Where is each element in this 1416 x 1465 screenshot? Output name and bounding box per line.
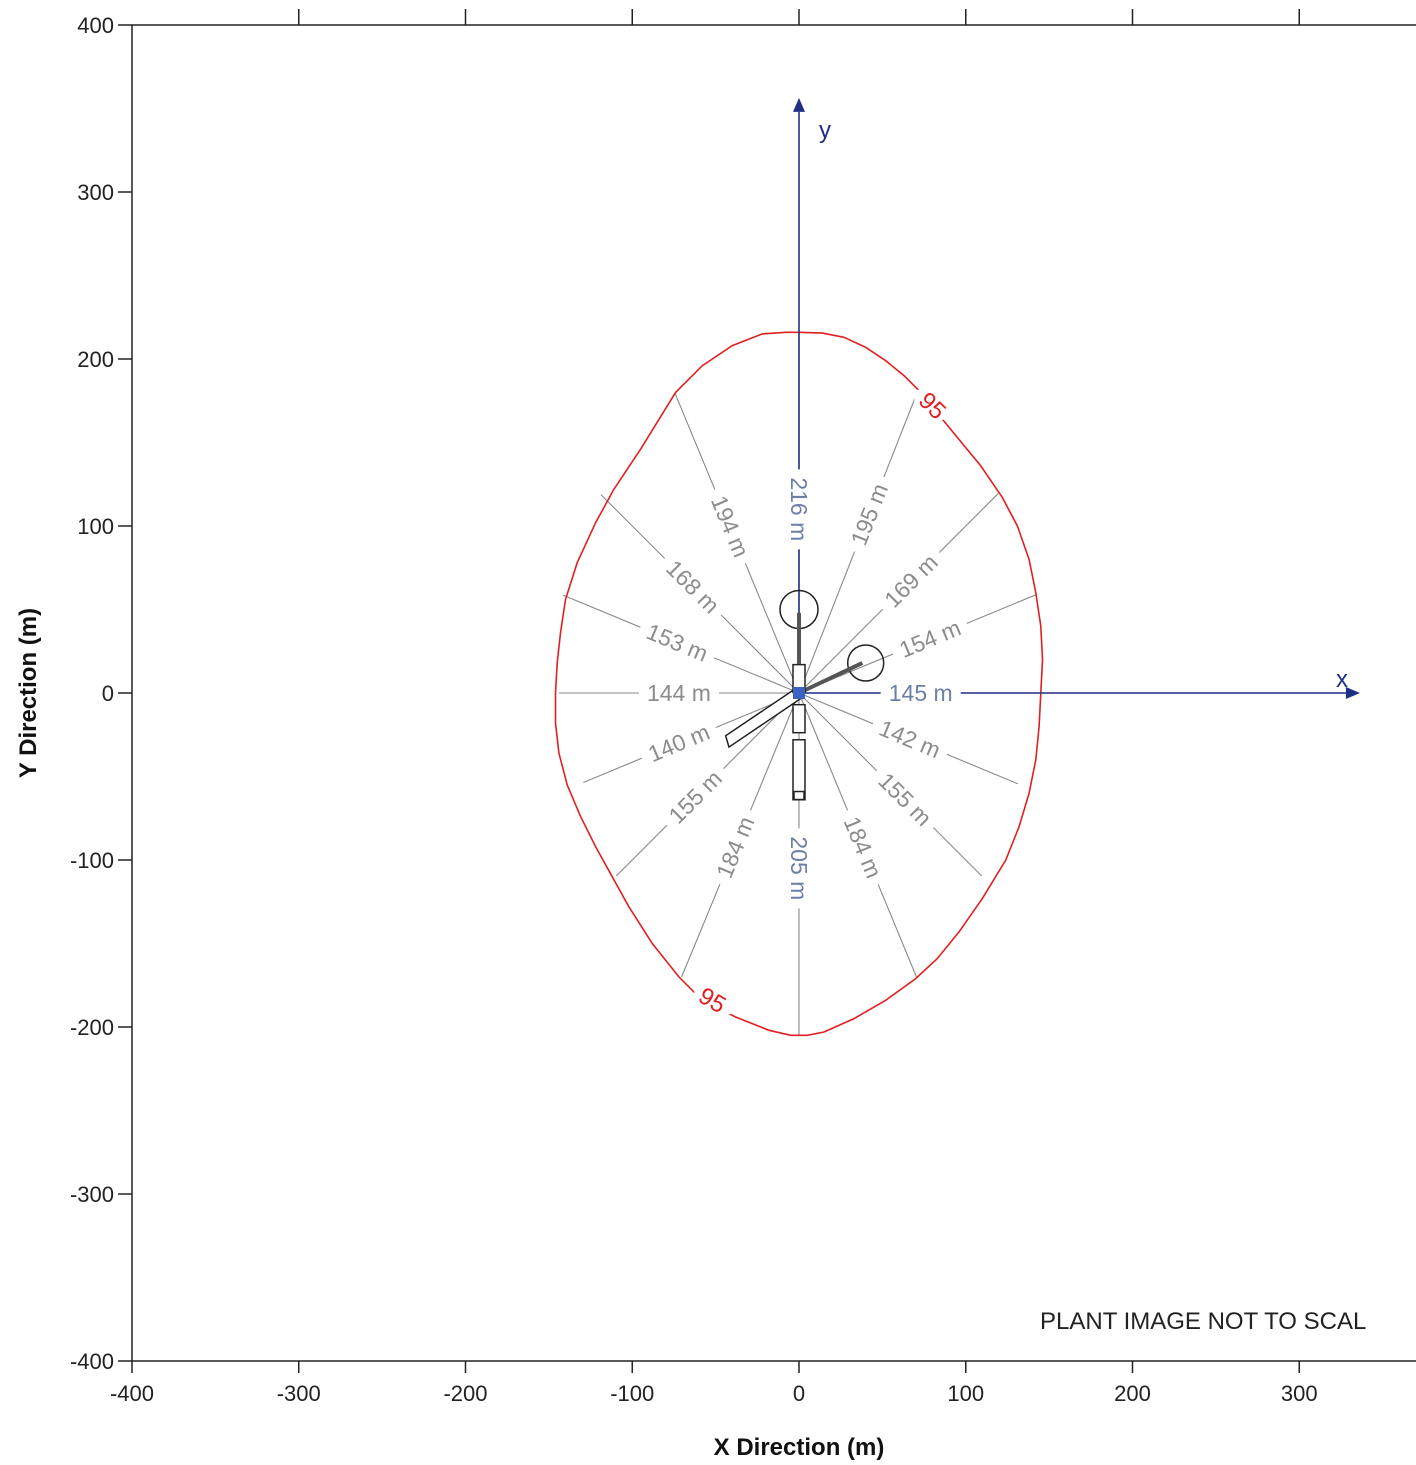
ray-distance-label: 205 m <box>786 836 812 900</box>
x-tick-label: 300 <box>1281 1381 1318 1406</box>
contour-95-line <box>554 331 1044 1037</box>
ray-distance-label: 153 m <box>643 618 712 666</box>
ray-distance-label: 195 m <box>845 480 893 549</box>
ray-label-bg <box>702 483 760 569</box>
plant-sketch <box>724 589 885 801</box>
plant-body-mid <box>792 703 806 734</box>
tick-group: -400 -300 -200 -100 0 100 200 300 400 -400 -300 -20… <box>70 9 1318 1406</box>
y-tick-label: -100 <box>70 848 114 873</box>
plant-boom-right <box>798 661 864 695</box>
x-tick-label: -200 <box>443 1381 487 1406</box>
ray-distance-label: 184 m <box>839 813 887 882</box>
ray-distance-label: 145 m <box>889 680 953 706</box>
y-tick-label: 200 <box>77 347 114 372</box>
x-tick-label: 100 <box>947 1381 984 1406</box>
plant-body-lower <box>792 739 806 801</box>
ray-label-bg <box>786 828 814 909</box>
y-tick-label: 100 <box>77 514 114 539</box>
ray-label-bg <box>887 609 972 666</box>
ray-distance-label: 169 m <box>879 549 943 613</box>
ray-label-bg <box>638 678 719 706</box>
ray-distance-label: 194 m <box>706 492 754 561</box>
ray-distance-label: 168 m <box>661 555 725 619</box>
x-tick-label: -400 <box>110 1381 154 1406</box>
local-x-arrowhead <box>1345 687 1360 699</box>
ray-distance-label: 140 m <box>644 719 713 767</box>
y-tick-label: 400 <box>77 13 114 38</box>
y-tick-label: 300 <box>77 180 114 205</box>
local-y-arrowhead <box>793 97 805 112</box>
ray-distance-label: 144 m <box>647 680 711 706</box>
not-to-scale-note: PLANT IMAGE NOT TO SCAL <box>1040 1308 1366 1335</box>
y-tick-label: -400 <box>70 1349 114 1374</box>
ray-distance-label: 155 m <box>873 767 937 831</box>
ray-label-bg <box>872 541 949 619</box>
plant-body-end <box>793 790 805 801</box>
ray-label-bg <box>786 469 814 550</box>
ray-label-bg <box>655 547 732 625</box>
ray-label-bg <box>835 804 892 890</box>
y-tick-label: -300 <box>70 1182 114 1207</box>
ray-label-bg <box>880 678 961 706</box>
contour-label-bg <box>914 389 951 420</box>
local-x-label: x <box>1336 666 1348 693</box>
local-y-label: y <box>819 117 831 144</box>
y-axis-title: Y Direction (m) <box>15 608 42 778</box>
ray-label-bg <box>656 758 733 835</box>
ray-label-bg <box>867 709 953 767</box>
contour-label-bg <box>694 984 731 1015</box>
ray-label-bg <box>636 713 721 771</box>
ray-distance-label: 184 m <box>711 813 759 882</box>
y-tick-label: 0 <box>102 681 114 706</box>
y-tick-label: -200 <box>70 1015 114 1040</box>
x-tick-label: 0 <box>793 1381 805 1406</box>
ray-distance-label: 216 m <box>786 477 812 541</box>
ray-label-bg <box>706 804 763 890</box>
ray-distance-label: 154 m <box>895 614 964 662</box>
plant-center-marker <box>793 687 805 699</box>
x-tick-label: -300 <box>277 1381 321 1406</box>
ray-label-bg <box>867 760 945 837</box>
ray-distance-label: 155 m <box>663 765 727 829</box>
x-tick-label: 200 <box>1114 1381 1151 1406</box>
ray-label-bg <box>635 613 720 670</box>
local-axes-group: xy <box>793 97 1360 699</box>
x-axis-title: X Direction (m) <box>714 1434 885 1461</box>
ray-distance-label: 142 m <box>875 715 944 763</box>
x-tick-label: -100 <box>610 1381 654 1406</box>
ray-label-bg <box>840 471 897 557</box>
plant-circle-right <box>846 644 885 682</box>
